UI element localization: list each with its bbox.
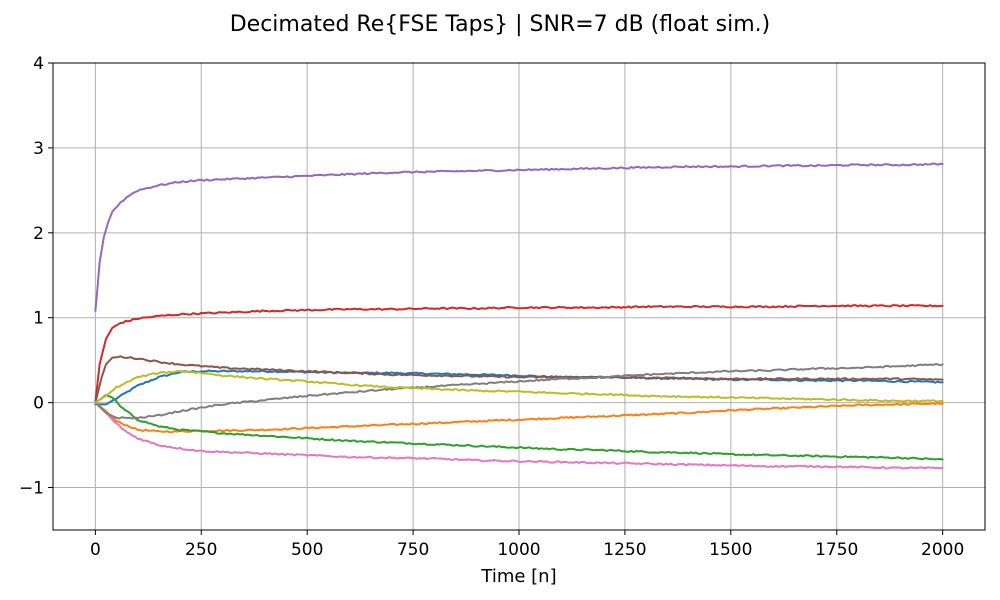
x-tick-label: 1250 <box>603 540 646 560</box>
chart-title: Decimated Re{FSE Taps} | SNR=7 dB (float… <box>230 12 771 37</box>
x-tick-label: 1000 <box>497 540 540 560</box>
x-tick-label: 1500 <box>709 540 752 560</box>
series-line-5 <box>94 162 944 312</box>
y-tick-label: 3 <box>33 139 44 159</box>
x-tick-label: 2000 <box>921 540 964 560</box>
y-tick-label: 4 <box>33 54 44 74</box>
series-line-2 <box>94 401 944 434</box>
x-tick-label: 500 <box>291 540 323 560</box>
x-tick-label: 0 <box>90 540 101 560</box>
series-line-9 <box>94 370 944 404</box>
x-tick-label: 250 <box>185 540 217 560</box>
series-line-3 <box>94 393 944 461</box>
series-line-6 <box>94 355 944 404</box>
y-tick-label: −1 <box>19 479 44 499</box>
ticks: 0 250 500 750 1000 1250 1500 1750 2000 −1 0 1 2 3 4 <box>19 54 964 560</box>
series-line-1 <box>94 369 944 406</box>
series-line-8 <box>94 363 944 420</box>
y-tick-label: 0 <box>33 394 44 414</box>
series-line-4 <box>94 304 944 404</box>
y-tick-label: 2 <box>33 224 44 244</box>
x-tick-label: 1750 <box>815 540 858 560</box>
y-tick-label: 1 <box>33 309 44 329</box>
series-layer <box>94 162 944 470</box>
series-line-7 <box>94 401 944 470</box>
grid <box>53 62 985 530</box>
x-axis-label: Time [n] <box>480 566 556 587</box>
x-tick-label: 750 <box>397 540 429 560</box>
